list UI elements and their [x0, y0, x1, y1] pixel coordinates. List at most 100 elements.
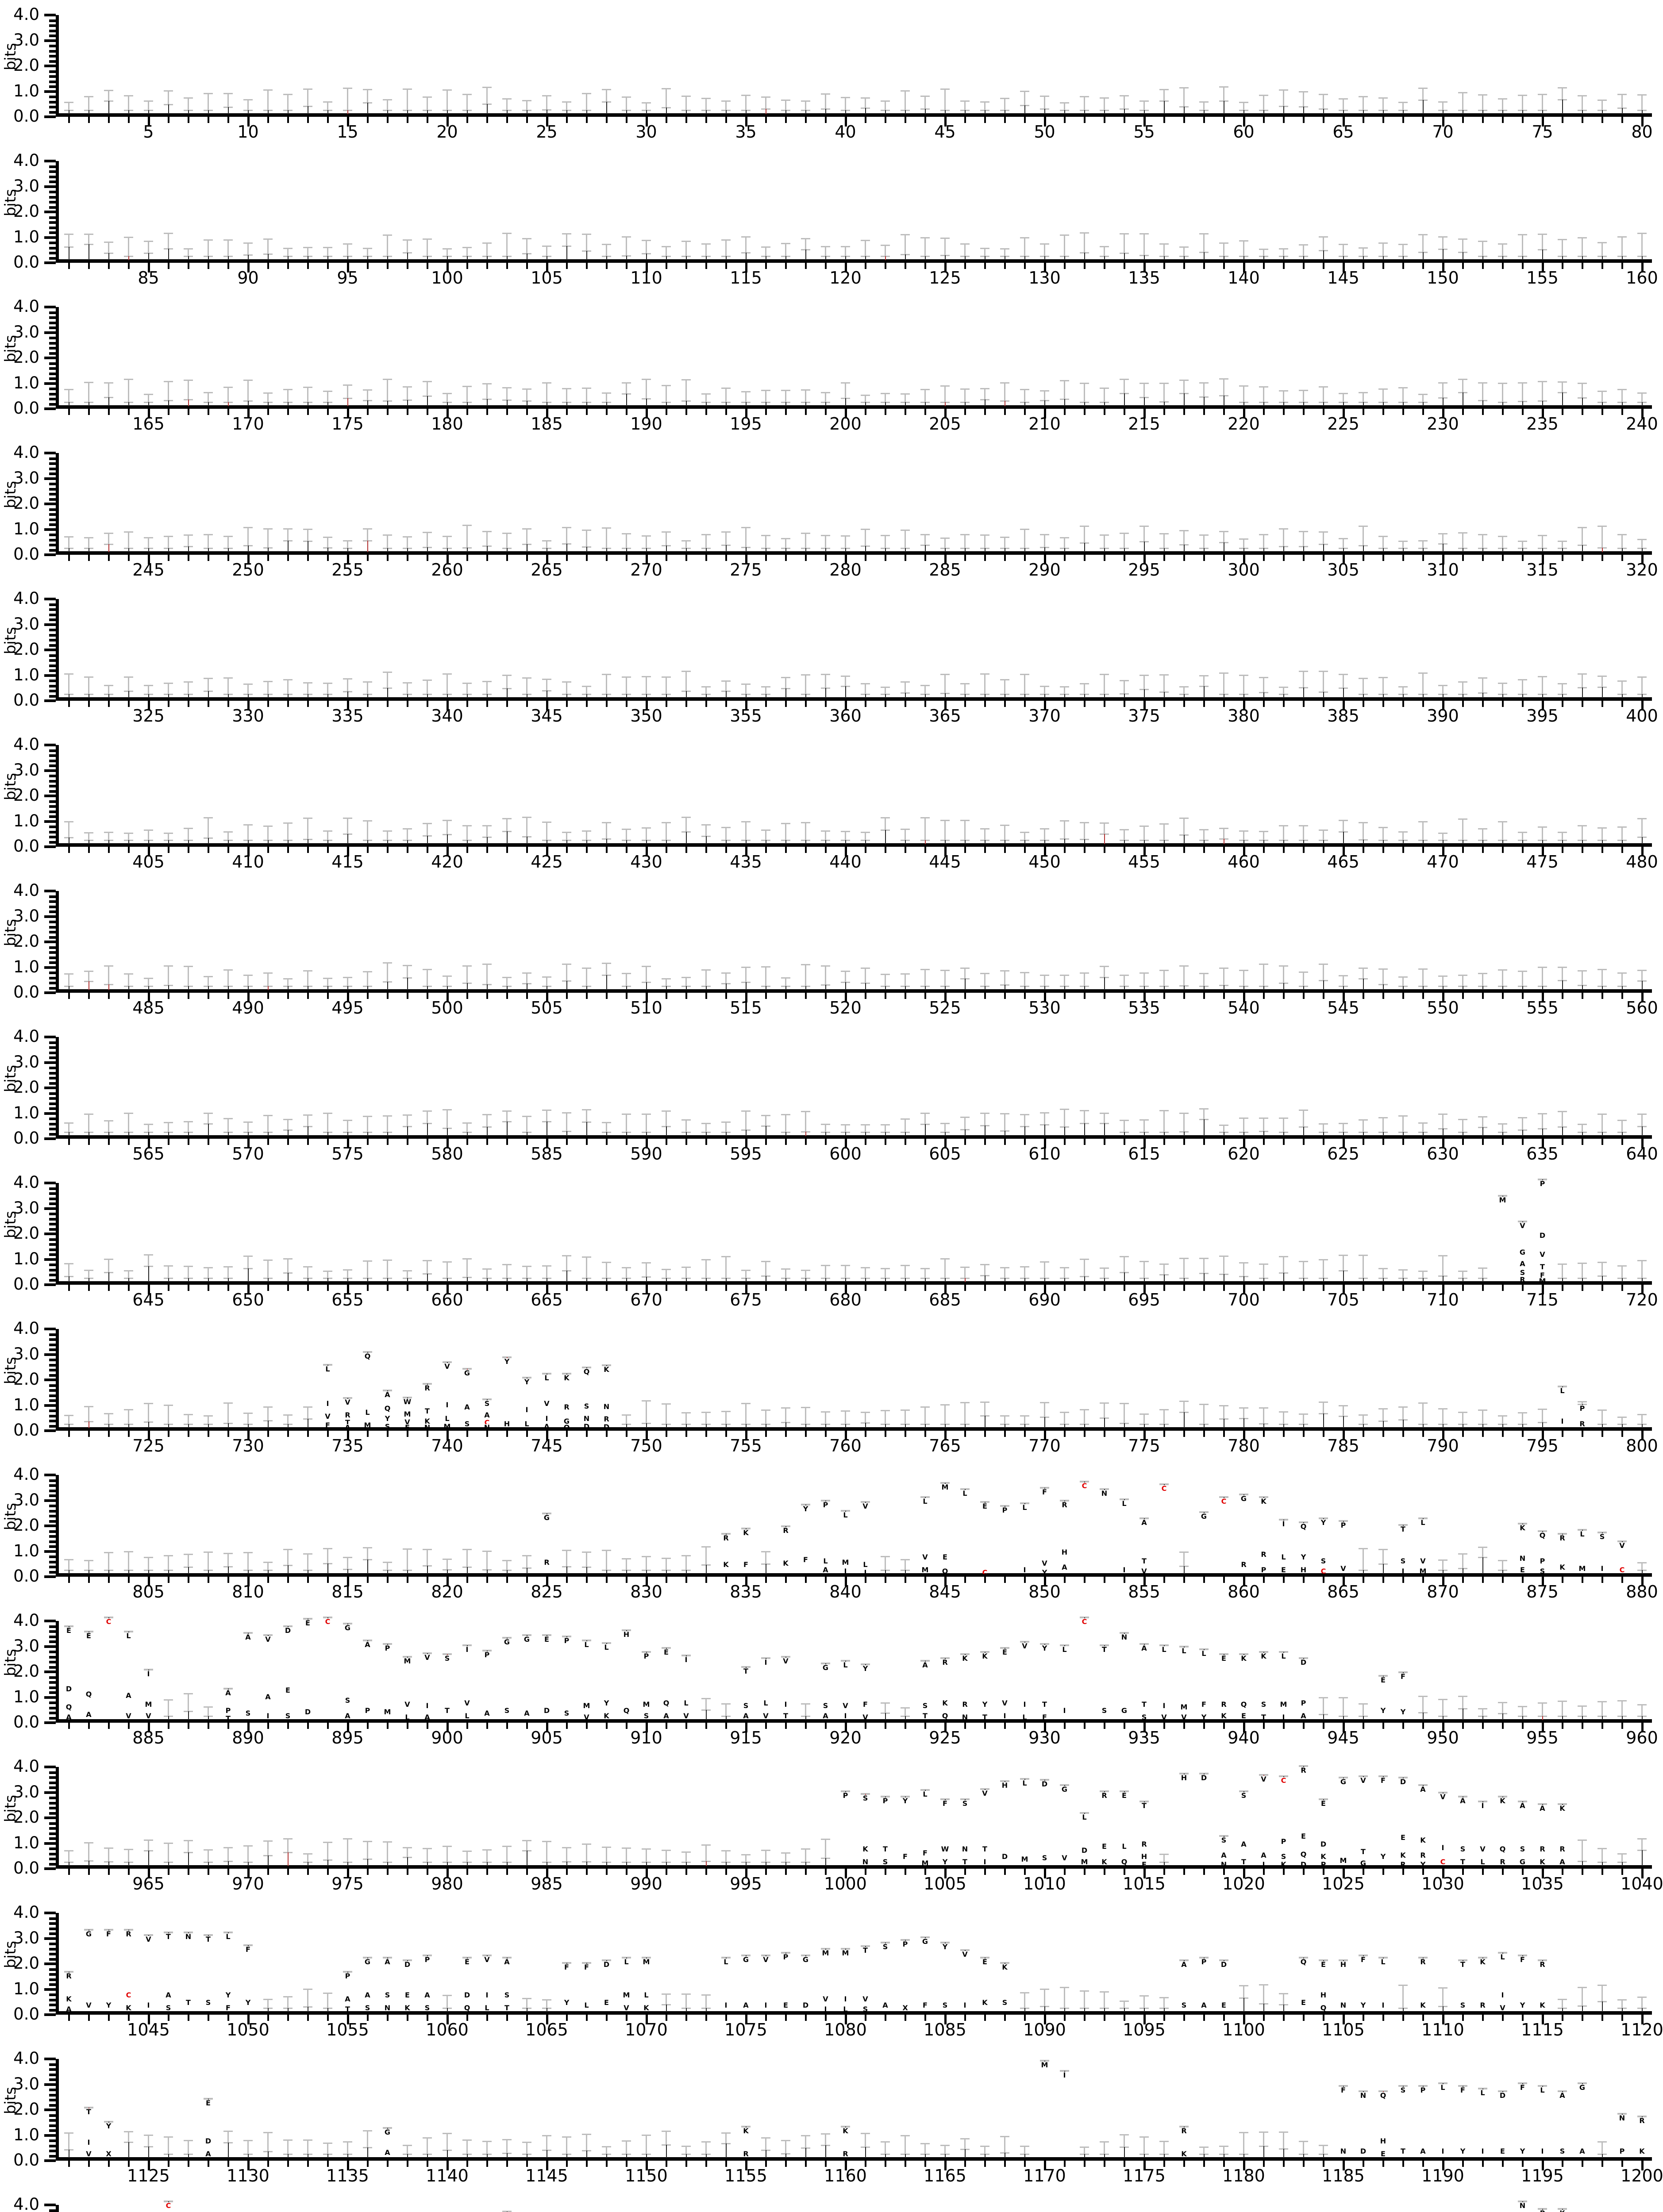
error-bar-stem	[1442, 1129, 1444, 1136]
x-tick-label: 1025	[1322, 1874, 1365, 1893]
error-bar	[801, 1407, 810, 1425]
x-tick-minor	[864, 555, 866, 561]
error-bar	[323, 1113, 332, 1133]
y-tick-label: 2.0	[13, 932, 39, 951]
x-tick-minor	[1501, 263, 1504, 269]
error-bar-stem	[1104, 1418, 1105, 1428]
y-tick-minor	[49, 226, 56, 229]
error-bar-stem	[1562, 694, 1563, 698]
residue-letter: L	[1122, 1500, 1127, 1508]
error-bar	[622, 96, 631, 111]
residue-letter: A	[1141, 1645, 1147, 1653]
error-bar	[1398, 101, 1408, 111]
error-bar-stem	[944, 402, 946, 406]
error-bar-stem	[964, 256, 966, 260]
error-bar	[1598, 968, 1607, 987]
y-tick-major	[44, 331, 56, 334]
error-bar-stem	[626, 1424, 627, 1428]
error-bar	[462, 965, 472, 984]
x-tick-minor	[386, 263, 389, 269]
error-bar-stem	[506, 831, 508, 844]
residue-letter: Q	[1539, 1532, 1546, 1540]
error-bar-stem	[944, 2154, 946, 2158]
x-tick-minor	[824, 409, 827, 415]
error-bar	[502, 1845, 512, 1863]
error-bar	[1359, 247, 1368, 257]
error-bar-stem	[905, 254, 906, 260]
x-tick-label: 985	[531, 1874, 563, 1893]
x-tick-minor	[1561, 555, 1563, 561]
error-bar-stem	[1482, 400, 1483, 406]
error-bar	[901, 829, 910, 841]
x-tick-minor	[1163, 555, 1165, 561]
error-bar	[761, 1551, 770, 1565]
error-bar-stem	[626, 548, 627, 552]
error-bar	[781, 100, 790, 111]
residue-letter: M	[1539, 1278, 1546, 1282]
x-tick-minor	[1223, 701, 1225, 707]
error-bar	[144, 1839, 153, 1852]
error-bar	[582, 2134, 591, 2152]
error-bar	[303, 1266, 312, 1279]
error-bar	[662, 88, 671, 109]
x-tick-label: 570	[232, 1144, 264, 1164]
x-tick-minor	[1223, 117, 1225, 123]
error-bar-stem	[1422, 1713, 1424, 1720]
y-tick-label: 3.0	[13, 1198, 39, 1217]
error-bar	[104, 1120, 113, 1133]
residue-letter: Y	[942, 1858, 948, 1866]
y-axis-line	[56, 891, 59, 993]
residue-letter: T	[743, 1668, 748, 1676]
error-bar	[1458, 238, 1467, 253]
x-tick-minor	[526, 263, 528, 269]
error-bar	[1418, 1122, 1428, 1133]
error-bar-stem	[1243, 256, 1244, 260]
error-bar-stem	[1482, 548, 1483, 552]
residue-letter: F	[1361, 1956, 1366, 1964]
y-axis: bits 0.0 1.0 2.0 3.0 4.0	[0, 151, 59, 270]
error-bar-stem	[447, 256, 448, 260]
residue-letter: K	[404, 2004, 410, 2012]
error-bar	[701, 243, 711, 257]
error-bar-stem	[964, 402, 966, 406]
x-tick-label: 10	[237, 122, 259, 142]
error-bar-stem	[1323, 544, 1324, 552]
error-bar-stem	[466, 2154, 468, 2158]
x-tick-minor	[1223, 555, 1225, 561]
residue-stack: H	[1174, 1774, 1194, 1866]
error-bar-stem	[347, 548, 348, 552]
x-tick-major	[1442, 117, 1444, 127]
x-axis-line	[59, 551, 1652, 555]
error-bar-stem	[905, 2154, 906, 2158]
y-tick-minor	[49, 498, 56, 501]
error-bar	[1319, 531, 1328, 545]
error-bar-stem	[666, 2145, 667, 2158]
x-tick-label: 685	[929, 1290, 961, 1310]
error-bar-stem	[506, 110, 508, 114]
residue-letter: T	[1261, 1713, 1266, 1720]
x-tick-label: 765	[929, 1436, 961, 1455]
residue-letter: L	[1122, 1843, 1127, 1851]
error-bar	[642, 676, 651, 695]
x-tick-minor	[685, 409, 687, 415]
residue-letter: H	[1181, 1774, 1187, 1782]
error-bar	[462, 385, 472, 403]
error-bar	[741, 966, 751, 983]
residue-letter: A	[66, 1713, 72, 1720]
error-bar	[1478, 241, 1487, 257]
error-bar	[204, 976, 213, 987]
y-tick-major	[44, 1912, 56, 1914]
x-tick-minor	[366, 409, 369, 415]
x-tick-minor	[327, 117, 329, 123]
x-tick-minor	[127, 847, 130, 853]
error-bar-stem	[1044, 108, 1045, 114]
error-bar	[1000, 970, 1009, 986]
x-tick-minor	[1462, 555, 1464, 561]
x-axis-line	[59, 697, 1652, 701]
